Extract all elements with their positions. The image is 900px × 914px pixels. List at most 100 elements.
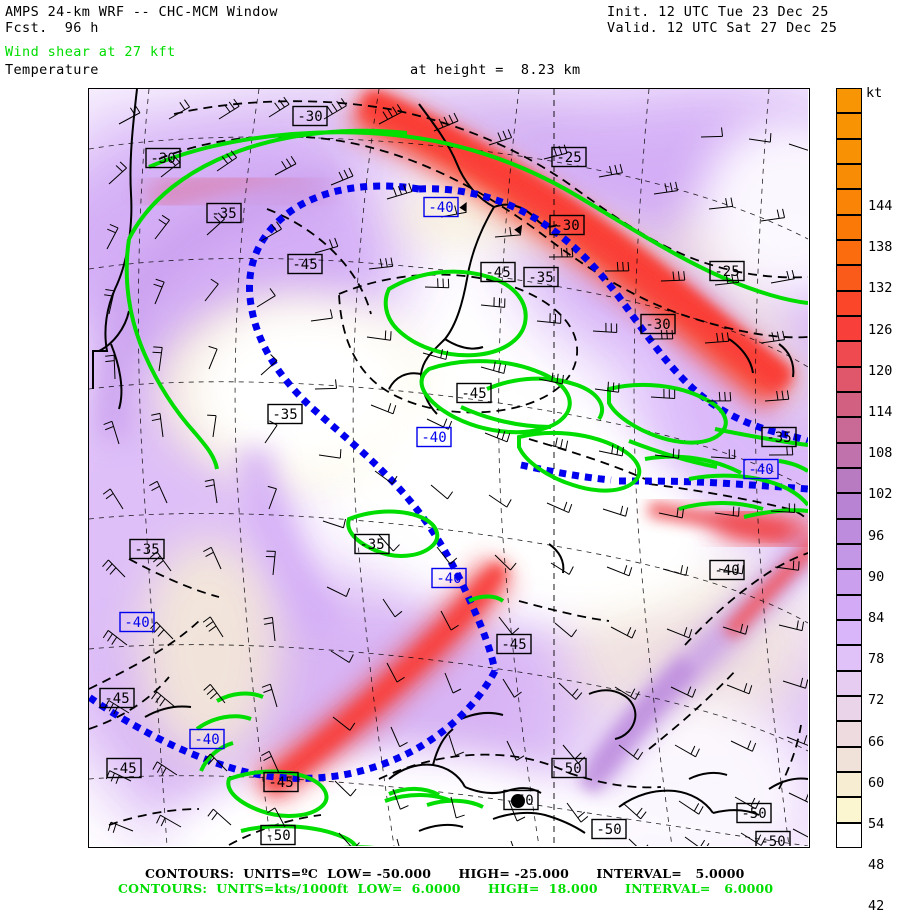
colorbar-cell	[836, 645, 862, 671]
svg-text:-40: -40	[194, 732, 219, 748]
svg-text:-45: -45	[111, 761, 136, 777]
colorbar-cell	[836, 493, 862, 519]
init-time-label: Init. 12 UTC Tue 23 Dec 25	[607, 4, 829, 20]
map-panel[interactable]: -30 -30 -25 -35 -40 -30 -25 -45 -35 -45 -30 -35 -45 -…	[88, 88, 810, 848]
colorbar-cell	[836, 138, 862, 164]
contour-label: -45	[496, 633, 532, 655]
svg-text:-25: -25	[714, 264, 739, 280]
svg-text:-45: -45	[104, 691, 129, 707]
svg-text:-50: -50	[760, 834, 785, 846]
contour-label: -45	[263, 771, 299, 793]
colorbar-cell	[836, 214, 862, 240]
svg-text:-30: -30	[554, 218, 579, 234]
colorbar-cell	[836, 772, 862, 798]
contour-label: -25	[709, 260, 745, 282]
svg-text:-35: -35	[134, 542, 159, 558]
contour-label: -50	[503, 789, 539, 811]
svg-text:-45: -45	[501, 637, 526, 653]
colorbar[interactable]	[836, 88, 862, 848]
colorbar-tick: 78	[868, 651, 885, 668]
colorbar-tick: 96	[868, 527, 885, 544]
colorbar-tick: 90	[868, 568, 885, 585]
colorbar-cell	[836, 417, 862, 443]
colorbar-cell	[836, 164, 862, 190]
colorbar-tick: 114	[868, 404, 893, 420]
svg-text:-40: -40	[124, 615, 149, 631]
model-title: AMPS 24-km WRF -- CHC-MCM Window	[5, 4, 278, 20]
contour-label: -35	[761, 426, 797, 448]
svg-text:-50: -50	[265, 828, 290, 844]
svg-text:-40: -40	[421, 430, 446, 446]
colorbar-tick: 144	[868, 198, 893, 214]
contour-label: -40	[189, 728, 225, 750]
colorbar-cell	[836, 594, 862, 620]
colorbar-cell	[836, 265, 862, 291]
colorbar-tick: 138	[868, 239, 893, 256]
colorbar-cell	[836, 670, 862, 696]
colorbar-tick: 108	[868, 445, 893, 462]
contour-label: -25	[551, 146, 587, 168]
jet-streak-secondary	[254, 558, 513, 803]
shear-contour-info: CONTOURS: UNITS=kts/1000ft LOW= 6.0000 H…	[118, 881, 774, 896]
svg-text:-45: -45	[485, 265, 510, 281]
colorbar-cell	[836, 544, 862, 570]
colorbar-cell	[836, 468, 862, 494]
contour-label: -30	[549, 214, 585, 236]
colorbar-tick: 54	[868, 816, 885, 832]
colorbar-tick: 48	[868, 857, 885, 874]
contour-label: -50	[551, 757, 587, 779]
svg-text:-30: -30	[645, 317, 670, 333]
colorbar-tick: 72	[868, 692, 885, 709]
svg-text:-35: -35	[272, 407, 297, 423]
svg-text:-40: -40	[428, 200, 453, 216]
svg-text:-35: -35	[766, 430, 791, 446]
svg-text:-50: -50	[508, 793, 533, 809]
contour-labels: -30 -30 -25 -35 -40 -30 -25 -45 -35 -45 -30 -35 -45 -…	[99, 105, 797, 846]
contour-label: -50	[260, 824, 296, 846]
contour-label: -45	[480, 261, 516, 283]
contour-label: -30	[640, 313, 676, 335]
contour-label: -40	[423, 196, 459, 218]
height-label: at height = 8.23 km	[410, 62, 581, 78]
svg-text:-45: -45	[461, 386, 486, 402]
svg-text:-35: -35	[211, 206, 236, 222]
contour-label: -45	[456, 382, 492, 404]
contour-label: -30	[292, 105, 328, 127]
contour-label: -40	[743, 458, 779, 480]
svg-text:-40: -40	[436, 571, 461, 587]
colorbar-cell	[836, 442, 862, 468]
contour-label: -35	[523, 266, 559, 288]
svg-text:-30: -30	[150, 151, 175, 167]
svg-text:-50: -50	[596, 822, 621, 838]
svg-text:-25: -25	[556, 150, 581, 166]
contour-label: -40	[709, 559, 745, 581]
svg-text:-35: -35	[359, 537, 384, 553]
valid-time-label: Valid. 12 UTC Sat 27 Dec 25	[607, 20, 838, 36]
windspeed-shading	[89, 89, 808, 846]
contour-label: -50	[591, 818, 627, 840]
svg-text:-30: -30	[297, 109, 322, 125]
colorbar-cell	[836, 290, 862, 316]
contour-label: -40	[119, 611, 155, 633]
contour-label: -45	[287, 253, 323, 275]
colorbar-cell	[836, 569, 862, 595]
wind-shear-contours	[124, 128, 808, 846]
colorbar-cell	[836, 696, 862, 722]
temperature-contour-info: CONTOURS: UNITS=ºC LOW= -50.000 HIGH= -2…	[145, 866, 745, 881]
contour-label: -35	[206, 202, 242, 224]
colorbar-tick: 126	[868, 321, 893, 338]
colorbar-cell	[836, 746, 862, 772]
colorbar-tick: 102	[868, 486, 893, 503]
colorbar-cell	[836, 189, 862, 215]
colorbar-cell	[836, 392, 862, 418]
svg-text:-45: -45	[268, 775, 293, 791]
contour-label: -45	[99, 687, 135, 709]
svg-text:-50: -50	[556, 761, 581, 777]
colorbar-cell	[836, 113, 862, 139]
colorbar-cell	[836, 240, 862, 266]
colorbar-unit-label: kt	[866, 85, 883, 101]
svg-text:-40: -40	[714, 563, 739, 579]
svg-text:-40: -40	[748, 462, 773, 478]
colorbar-tick: 84	[868, 610, 885, 626]
colorbar-cell	[836, 797, 862, 823]
